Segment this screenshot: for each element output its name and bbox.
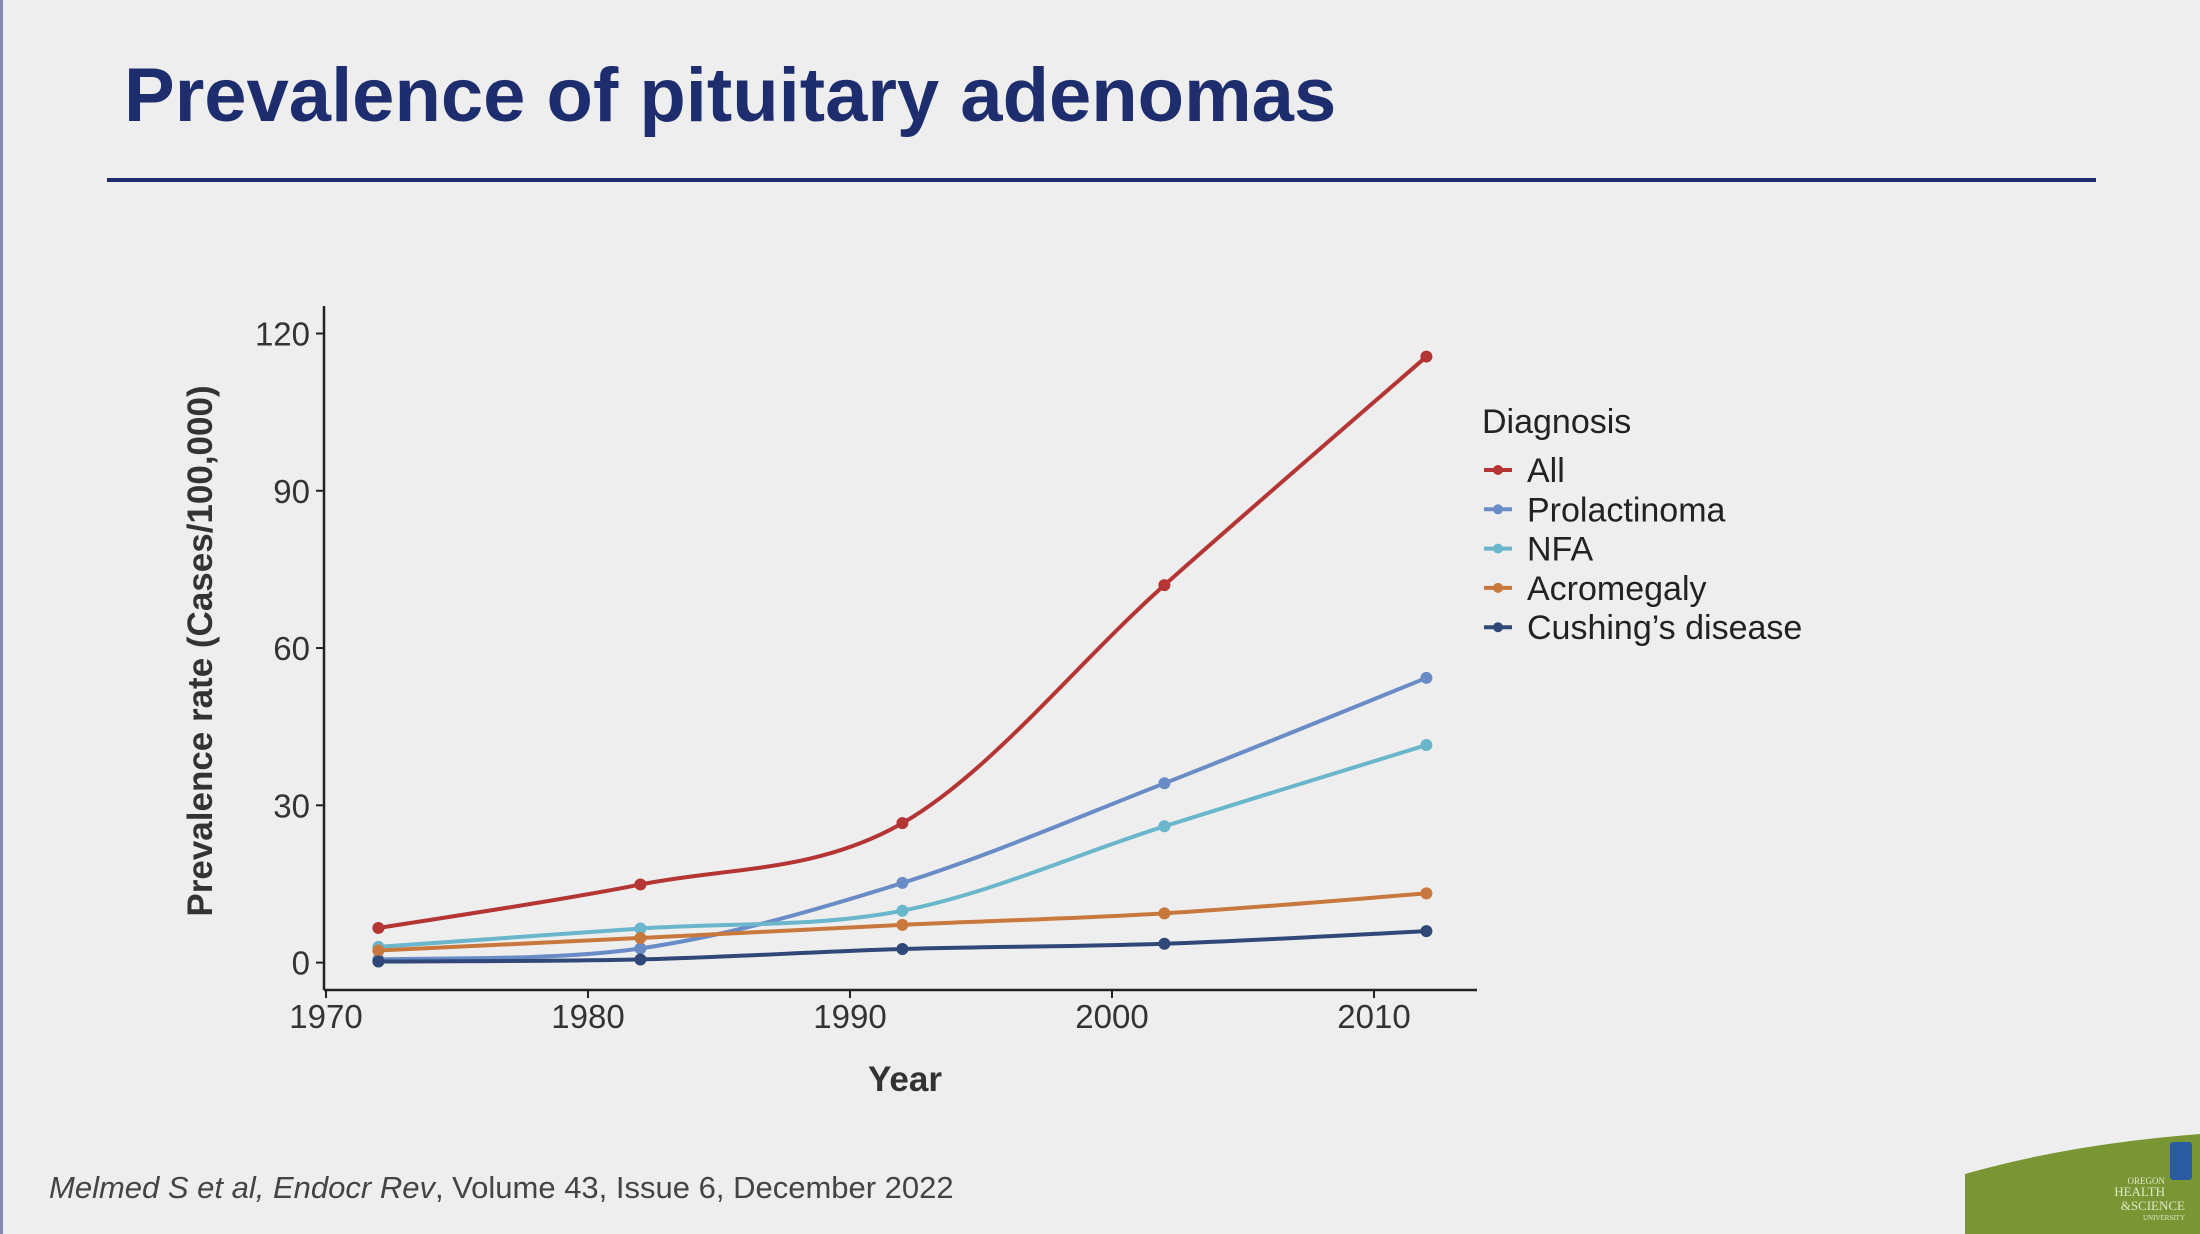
legend-marker [1493,622,1503,633]
data-point-all [896,817,909,830]
legend-marker [1493,582,1503,593]
data-point-all [372,921,385,934]
y-tick-label: 0 [292,945,310,982]
data-point-nfa [634,922,647,935]
svg-text:HEALTH: HEALTH [2114,1184,2165,1199]
ohsu-logo: OREGON HEALTH &SCIENCE UNIVERSITY [1965,1134,2200,1234]
x-tick-label: 2010 [1337,998,1410,1035]
data-point-all [634,878,647,891]
data-point-all [1158,579,1171,592]
data-point-cushing-s-disease [1420,925,1433,938]
title-divider [107,178,2096,182]
x-axis-title: Year [868,1060,942,1099]
data-point-acromegaly [1420,887,1433,900]
data-point-cushing-s-disease [896,942,909,955]
data-point-prolactinoma [634,942,647,955]
x-tick-label: 1990 [813,998,886,1035]
legend-label: Cushing’s disease [1527,609,1802,647]
y-tick-label: 120 [255,316,310,353]
y-tick-label: 30 [273,787,310,824]
legend-label: Prolactinoma [1527,491,1726,529]
legend-marker [1493,504,1503,515]
citation-details: , Volume 43, Issue 6, December 2022 [434,1170,954,1205]
y-tick-label: 60 [273,630,310,667]
citation-journal: Endocr Rev [272,1170,435,1205]
data-point-acromegaly [896,918,909,931]
data-point-all [1420,350,1433,363]
data-point-prolactinoma [1420,671,1433,684]
legend-label: NFA [1527,531,1593,569]
data-point-acromegaly [1158,907,1171,920]
data-point-prolactinoma [896,876,909,889]
series-line-all [378,355,1428,930]
y-tick-label: 90 [273,473,310,510]
data-point-prolactinoma [1158,777,1171,790]
data-point-acromegaly [634,931,647,944]
x-tick-label: 2000 [1075,998,1148,1035]
data-point-cushing-s-disease [1158,937,1171,950]
legend-label: All [1527,452,1565,490]
slide-edge [0,0,3,1234]
data-point-nfa [1420,739,1433,752]
legend-label: Acromegaly [1527,570,1707,608]
x-tick-label: 1970 [289,998,362,1035]
slide-title: Prevalence of pituitary adenomas [124,53,1337,138]
svg-text:UNIVERSITY: UNIVERSITY [2143,1214,2185,1222]
citation-authors: Melmed S et al, [49,1170,273,1205]
svg-text:OREGON: OREGON [2128,1176,2166,1186]
data-point-acromegaly [372,944,385,957]
data-point-cushing-s-disease [634,953,647,966]
data-point-nfa [896,904,909,917]
data-point-nfa [1158,820,1171,833]
x-tick-label: 1980 [551,998,624,1035]
y-axis-title: Prevalence rate (Cases/100,000) [181,385,220,916]
svg-text:&SCIENCE: &SCIENCE [2121,1198,2185,1213]
citation: Melmed S et al, Endocr Rev, Volume 43, I… [49,1170,954,1206]
legend-marker [1493,543,1503,554]
legend-title: Diagnosis [1482,403,1631,441]
data-point-cushing-s-disease [372,955,385,968]
legend-marker [1493,465,1503,475]
